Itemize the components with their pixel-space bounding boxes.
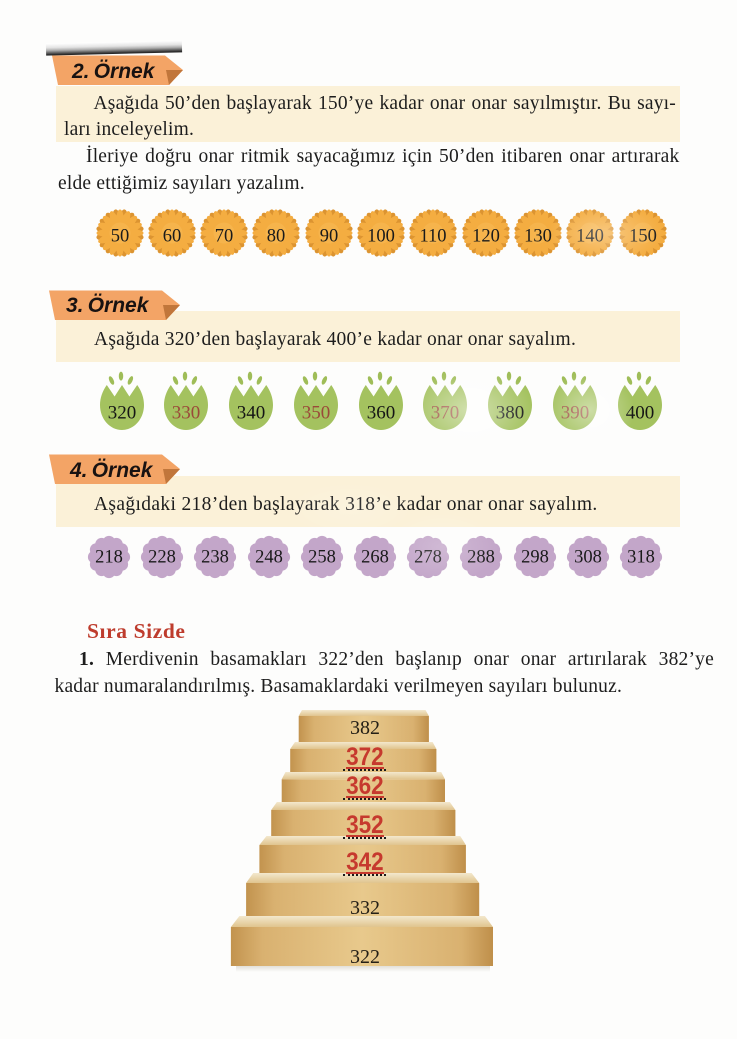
svg-text:360: 360 xyxy=(366,403,395,424)
svg-text:278: 278 xyxy=(414,548,442,568)
svg-text:400: 400 xyxy=(625,403,654,424)
svg-text:340: 340 xyxy=(237,403,266,424)
svg-text:100: 100 xyxy=(367,226,395,246)
svg-text:130: 130 xyxy=(524,226,552,246)
svg-text:320: 320 xyxy=(107,403,136,424)
svg-text:50: 50 xyxy=(110,226,129,246)
svg-text:318: 318 xyxy=(627,548,655,568)
svg-text:298: 298 xyxy=(521,548,549,568)
svg-text:268: 268 xyxy=(361,548,389,568)
svg-text:390: 390 xyxy=(561,403,590,424)
svg-text:60: 60 xyxy=(163,226,182,246)
svg-text:238: 238 xyxy=(202,548,230,568)
svg-text:70: 70 xyxy=(215,226,234,246)
svg-text:218: 218 xyxy=(95,548,123,568)
svg-text:90: 90 xyxy=(319,226,338,246)
svg-text:80: 80 xyxy=(267,226,286,246)
svg-text:110: 110 xyxy=(420,226,447,246)
svg-text:140: 140 xyxy=(576,226,604,246)
svg-text:248: 248 xyxy=(255,548,283,568)
svg-text:258: 258 xyxy=(308,548,336,568)
svg-text:330: 330 xyxy=(172,403,201,424)
svg-text:308: 308 xyxy=(574,548,602,568)
svg-text:350: 350 xyxy=(302,403,331,424)
svg-text:150: 150 xyxy=(629,226,657,246)
svg-text:120: 120 xyxy=(472,226,500,246)
svg-text:228: 228 xyxy=(148,548,176,568)
svg-text:288: 288 xyxy=(468,548,496,568)
